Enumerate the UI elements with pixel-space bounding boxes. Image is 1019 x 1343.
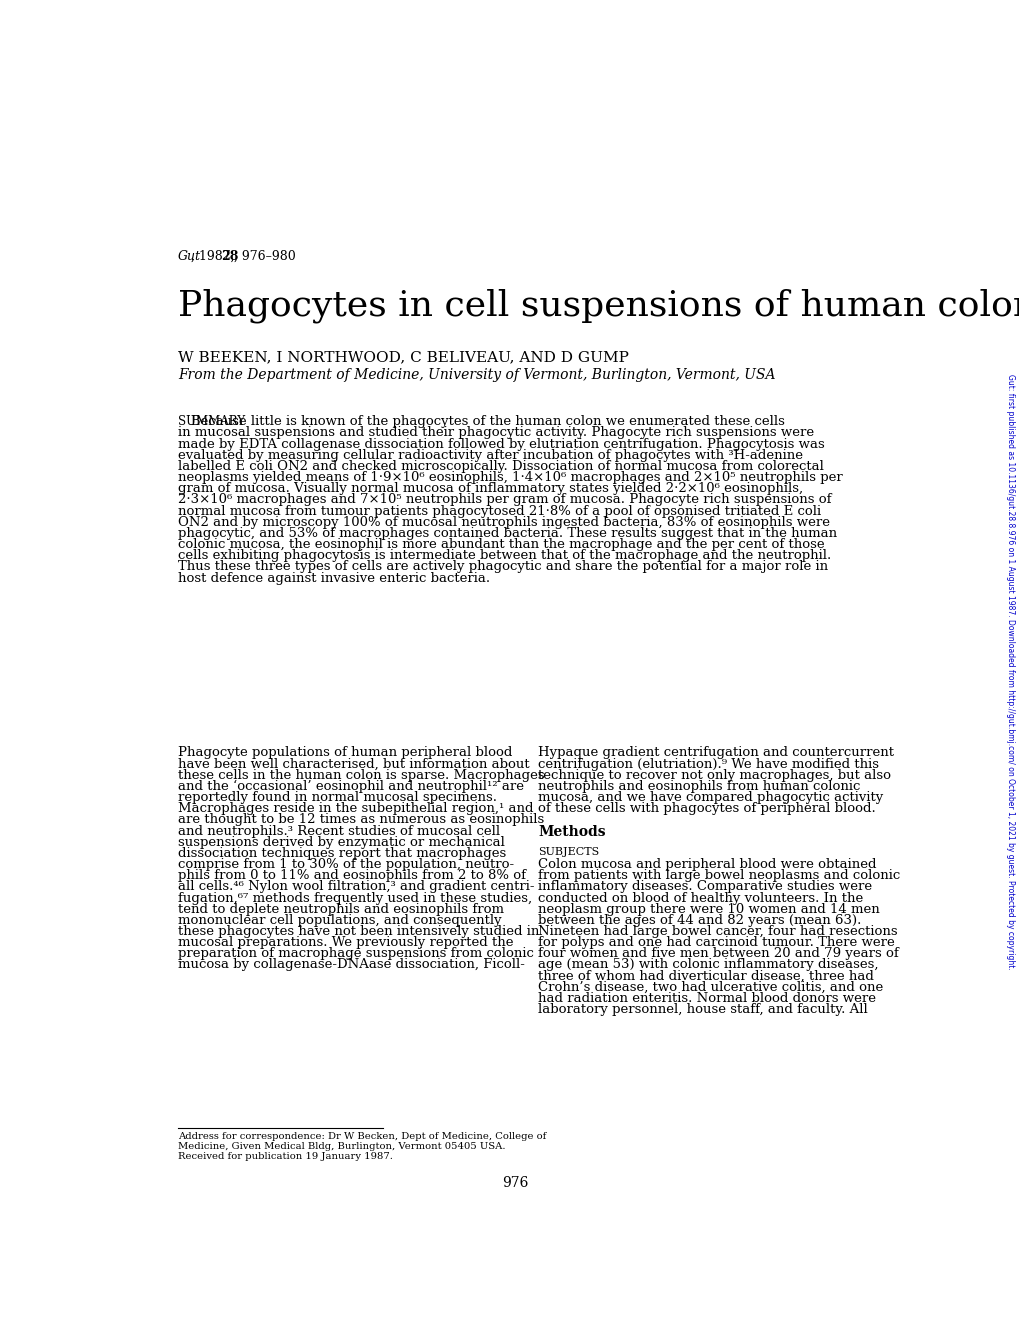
Text: these cells in the human colon is sparse. Macrophages: these cells in the human colon is sparse…: [177, 768, 544, 782]
Text: Macrophages reside in the subepithelial region,¹ and: Macrophages reside in the subepithelial …: [177, 802, 533, 815]
Text: Phagocytes in cell suspensions of human colon mucosa: Phagocytes in cell suspensions of human …: [177, 289, 1019, 322]
Text: labelled E coli ON2 and checked microscopically. Dissociation of normal mucosa f: labelled E coli ON2 and checked microsco…: [177, 459, 823, 473]
Text: Phagocyte populations of human peripheral blood: Phagocyte populations of human periphera…: [177, 747, 512, 759]
Text: Medicine, Given Medical Bldg, Burlington, Vermont 05405 USA.: Medicine, Given Medical Bldg, Burlington…: [177, 1142, 504, 1151]
Text: , 1987,: , 1987,: [191, 250, 238, 263]
Text: neoplasm group there were 10 women and 14 men: neoplasm group there were 10 women and 1…: [538, 902, 879, 916]
Text: cells exhibiting phagocytosis is intermediate between that of the macrophage and: cells exhibiting phagocytosis is interme…: [177, 549, 830, 563]
Text: SUMMARY: SUMMARY: [177, 415, 245, 428]
Text: all cells.⁴⁶ Nylon wool filtration,³ and gradient centri-: all cells.⁴⁶ Nylon wool filtration,³ and…: [177, 881, 534, 893]
Text: have been well characterised, but information about: have been well characterised, but inform…: [177, 757, 529, 771]
Text: W BEEKEN, I NORTHWOOD, C BELIVEAU, AND D GUMP: W BEEKEN, I NORTHWOOD, C BELIVEAU, AND D…: [177, 349, 628, 364]
Text: in mucosal suspensions and studied their phagocytic activity. Phagocyte rich sus: in mucosal suspensions and studied their…: [177, 427, 813, 439]
Text: host defence against invasive enteric bacteria.: host defence against invasive enteric ba…: [177, 572, 489, 584]
Text: Gut: Gut: [177, 250, 201, 263]
Text: 976: 976: [501, 1176, 528, 1190]
Text: evaluated by measuring cellular radioactivity after incubation of phagocytes wit: evaluated by measuring cellular radioact…: [177, 449, 802, 462]
Text: 28: 28: [221, 250, 238, 263]
Text: comprise from 1 to 30% of the population, neutro-: comprise from 1 to 30% of the population…: [177, 858, 514, 872]
Text: , 976–980: , 976–980: [234, 250, 296, 263]
Text: dissociation techniques report that macrophages: dissociation techniques report that macr…: [177, 847, 505, 860]
Text: colonic mucosa, the eosinophil is more abundant than the macrophage and the per : colonic mucosa, the eosinophil is more a…: [177, 539, 823, 551]
Text: made by EDTA collagenase dissociation followed by elutriation centrifugation. Ph: made by EDTA collagenase dissociation fo…: [177, 438, 823, 451]
Text: From the Department of Medicine, University of Vermont, Burlington, Vermont, USA: From the Department of Medicine, Univers…: [177, 368, 774, 381]
Text: and neutrophils.³ Recent studies of mucosal cell: and neutrophils.³ Recent studies of muco…: [177, 825, 499, 838]
Text: Thus these three types of cells are actively phagocytic and share the potential : Thus these three types of cells are acti…: [177, 560, 827, 573]
Text: of these cells with phagocytes of peripheral blood.: of these cells with phagocytes of periph…: [538, 802, 875, 815]
Text: normal mucosa from tumour patients phagocytosed 21·8% of a pool of opsonised tri: normal mucosa from tumour patients phago…: [177, 505, 820, 517]
Text: ON2 and by microscopy 100% of mucosal neutrophils ingested bacteria, 83% of eosi: ON2 and by microscopy 100% of mucosal ne…: [177, 516, 829, 529]
Text: Nineteen had large bowel cancer, four had resections: Nineteen had large bowel cancer, four ha…: [538, 925, 897, 937]
Text: for polyps and one had carcinoid tumour. There were: for polyps and one had carcinoid tumour.…: [538, 936, 894, 950]
Text: mucosal preparations. We previously reported the: mucosal preparations. We previously repo…: [177, 936, 513, 950]
Text: these phagocytes have not been intensively studied in: these phagocytes have not been intensive…: [177, 925, 539, 937]
Text: technique to recover not only macrophages, but also: technique to recover not only macrophage…: [538, 768, 891, 782]
Text: SUBJECTS: SUBJECTS: [538, 847, 599, 857]
Text: three of whom had diverticular disease, three had: three of whom had diverticular disease, …: [538, 970, 873, 983]
Text: 2·3×10⁶ macrophages and 7×10⁵ neutrophils per gram of mucosa. Phagocyte rich sus: 2·3×10⁶ macrophages and 7×10⁵ neutrophil…: [177, 493, 830, 506]
Text: laboratory personnel, house staff, and faculty. All: laboratory personnel, house staff, and f…: [538, 1003, 867, 1017]
Text: are thought to be 12 times as numerous as eosinophils: are thought to be 12 times as numerous a…: [177, 814, 543, 826]
Text: between the ages of 44 and 82 years (mean 63).: between the ages of 44 and 82 years (mea…: [538, 913, 861, 927]
Text: Crohn’s disease, two had ulcerative colitis, and one: Crohn’s disease, two had ulcerative coli…: [538, 980, 882, 994]
Text: centrifugation (elutriation).⁹ We have modified this: centrifugation (elutriation).⁹ We have m…: [538, 757, 878, 771]
Text: reportedly found in normal mucosal specimens.: reportedly found in normal mucosal speci…: [177, 791, 496, 804]
Text: Methods: Methods: [538, 825, 605, 838]
Text: Address for correspondence: Dr W Becken, Dept of Medicine, College of: Address for correspondence: Dr W Becken,…: [177, 1132, 546, 1142]
Text: conducted on blood of healthy volunteers. In the: conducted on blood of healthy volunteers…: [538, 892, 863, 904]
Text: Because little is known of the phagocytes of the human colon we enumerated these: Because little is known of the phagocyte…: [177, 415, 784, 428]
Text: Gut: first published as 10.1136/gut.28.8.976 on 1 August 1987. Downloaded from h: Gut: first published as 10.1136/gut.28.8…: [1005, 373, 1014, 970]
Text: gram of mucosa. Visually normal mucosa of inflammatory states yielded 2·2×10⁶ eo: gram of mucosa. Visually normal mucosa o…: [177, 482, 802, 496]
Text: suspensions derived by enzymatic or mechanical: suspensions derived by enzymatic or mech…: [177, 835, 504, 849]
Text: mucosa, and we have compared phagocytic activity: mucosa, and we have compared phagocytic …: [538, 791, 882, 804]
Text: Received for publication 19 January 1987.: Received for publication 19 January 1987…: [177, 1152, 392, 1162]
Text: neutrophils and eosinophils from human colonic: neutrophils and eosinophils from human c…: [538, 780, 860, 792]
Text: inflammatory diseases. Comparative studies were: inflammatory diseases. Comparative studi…: [538, 881, 871, 893]
Text: age (mean 53) with colonic inflammatory diseases,: age (mean 53) with colonic inflammatory …: [538, 959, 878, 971]
Text: phils from 0 to 11% and eosinophils from 2 to 8% of: phils from 0 to 11% and eosinophils from…: [177, 869, 526, 882]
Text: had radiation enteritis. Normal blood donors were: had radiation enteritis. Normal blood do…: [538, 992, 875, 1005]
Text: Colon mucosa and peripheral blood were obtained: Colon mucosa and peripheral blood were o…: [538, 858, 876, 872]
Text: from patients with large bowel neoplasms and colonic: from patients with large bowel neoplasms…: [538, 869, 900, 882]
Text: preparation of macrophage suspensions from colonic: preparation of macrophage suspensions fr…: [177, 947, 533, 960]
Text: Hypaque gradient centrifugation and countercurrent: Hypaque gradient centrifugation and coun…: [538, 747, 894, 759]
Text: four women and five men between 20 and 79 years of: four women and five men between 20 and 7…: [538, 947, 898, 960]
Text: phagocytic, and 53% of macrophages contained bacteria. These results suggest tha: phagocytic, and 53% of macrophages conta…: [177, 526, 837, 540]
Text: and the ‘occasional’ eosinophil and neutrophil¹² are: and the ‘occasional’ eosinophil and neut…: [177, 780, 524, 794]
Text: tend to deplete neutrophils and eosinophils from: tend to deplete neutrophils and eosinoph…: [177, 902, 503, 916]
Text: neoplasms yielded means of 1·9×10⁶ eosinophils, 1·4×10⁶ macrophages and 2×10⁵ ne: neoplasms yielded means of 1·9×10⁶ eosin…: [177, 471, 842, 483]
Text: mucosa by collagenase-DNAase dissociation, Ficoll-: mucosa by collagenase-DNAase dissociatio…: [177, 959, 524, 971]
Text: mononuclear cell populations, and consequently: mononuclear cell populations, and conseq…: [177, 913, 501, 927]
Text: fugation,⁶⁷ methods frequently used in these studies,: fugation,⁶⁷ methods frequently used in t…: [177, 892, 532, 904]
